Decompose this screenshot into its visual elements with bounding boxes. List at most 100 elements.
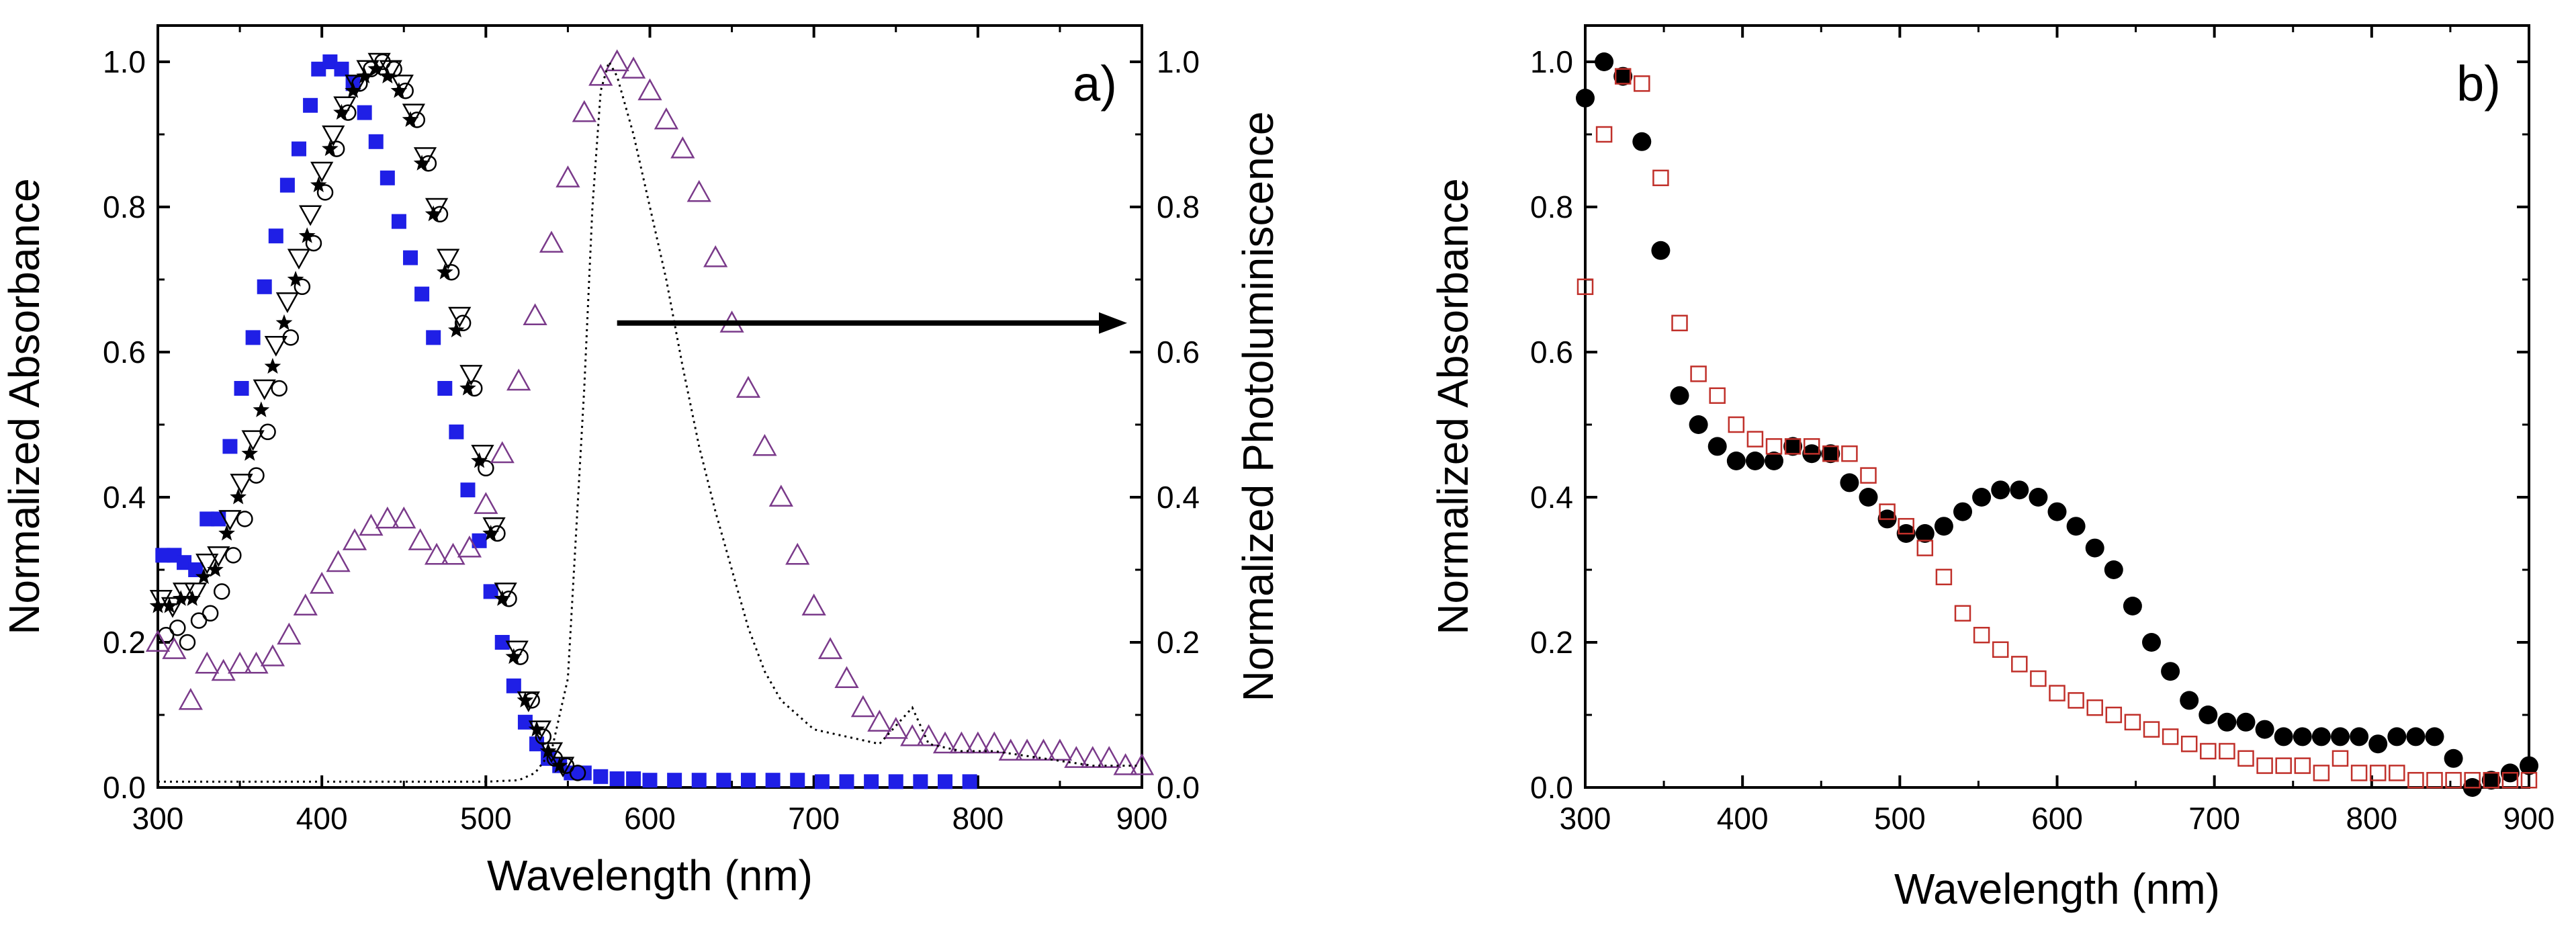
data-point <box>2406 727 2426 746</box>
data-point <box>230 474 253 495</box>
data-point <box>188 562 204 577</box>
data-point <box>368 134 384 149</box>
annotation-arrow-head <box>1099 312 1127 334</box>
data-point <box>380 170 395 185</box>
data-point <box>654 107 679 130</box>
data-point <box>588 64 613 86</box>
data-point <box>2255 720 2274 739</box>
data-point <box>403 250 418 265</box>
data-point <box>177 555 192 570</box>
data-point <box>817 637 843 659</box>
data-point <box>322 54 338 69</box>
data-point <box>379 60 402 81</box>
data-point <box>1746 431 1764 447</box>
data-point <box>2180 691 2199 710</box>
data-point <box>2501 771 2519 789</box>
data-point <box>2123 597 2142 615</box>
x-tick-label: 600 <box>2031 801 2083 836</box>
data-point <box>425 205 442 222</box>
data-point <box>2407 771 2424 789</box>
data-point <box>900 724 925 746</box>
data-point <box>1915 524 1935 543</box>
data-point <box>448 306 472 328</box>
data-point <box>392 506 416 529</box>
data-point <box>172 583 196 603</box>
data-point <box>482 525 499 541</box>
data-point <box>716 773 731 788</box>
data-point <box>207 561 224 577</box>
data-point <box>241 430 265 452</box>
data-point <box>2275 757 2292 774</box>
data-point <box>2350 765 2368 781</box>
data-point <box>2294 757 2311 774</box>
y-tick-label: 0.8 <box>103 189 146 224</box>
data-point <box>271 380 287 397</box>
x-tick-label: 800 <box>952 801 1004 836</box>
data-point <box>2350 727 2369 746</box>
data-point <box>913 774 928 789</box>
data-point <box>1935 568 1953 586</box>
data-point <box>234 381 249 396</box>
y-tick-label: 0.4 <box>1530 480 1573 515</box>
data-point <box>1991 480 2010 500</box>
data-point <box>390 75 414 95</box>
y2-tick-label: 0.8 <box>1157 189 1200 224</box>
data-point <box>424 542 449 565</box>
data-point <box>2029 488 2048 507</box>
data-point <box>1973 626 1990 644</box>
data-point <box>155 548 171 563</box>
panel-label: a) <box>1073 56 1117 112</box>
data-point <box>253 401 270 417</box>
data-point <box>1613 67 1633 86</box>
data-point <box>157 626 175 644</box>
data-point <box>184 583 208 603</box>
data-point <box>202 605 219 622</box>
data-point <box>293 593 318 616</box>
data-point <box>2520 771 2538 789</box>
data-point <box>333 103 350 120</box>
data-point <box>436 263 453 280</box>
data-point <box>593 769 609 784</box>
data-point <box>333 96 357 118</box>
data-point <box>2068 692 2084 709</box>
data-point <box>2217 712 2237 732</box>
x-tick-label: 300 <box>132 801 184 836</box>
data-point <box>768 484 793 507</box>
data-point <box>621 56 646 79</box>
data-point <box>1595 126 1613 143</box>
data-point <box>1972 488 1992 507</box>
x-tick-label: 400 <box>1717 801 1769 836</box>
x-tick-label: 700 <box>2188 801 2240 836</box>
y-tick-label: 0.6 <box>103 335 146 370</box>
data-point <box>2444 748 2463 768</box>
data-point <box>241 445 259 461</box>
data-point <box>311 61 326 77</box>
data-point <box>414 286 430 302</box>
data-point <box>2162 728 2179 745</box>
y-tick-label: 1.0 <box>1530 44 1573 79</box>
data-point <box>449 424 464 439</box>
data-point <box>494 590 511 606</box>
data-point <box>1822 445 1839 462</box>
data-point <box>2389 765 2405 781</box>
data-point <box>1031 738 1056 761</box>
data-point <box>2311 727 2331 746</box>
data-point <box>867 710 892 732</box>
data-point <box>2049 685 2066 701</box>
data-point <box>2066 517 2086 536</box>
data-point <box>257 279 272 294</box>
data-point <box>408 528 433 550</box>
data-point <box>2142 633 2161 652</box>
data-point <box>1803 438 1820 455</box>
data-point <box>1014 738 1040 761</box>
y-axis-title: Normalized Absorbance <box>1429 178 1477 634</box>
data-point <box>294 278 311 296</box>
data-point <box>213 583 230 600</box>
data-point <box>1783 437 1803 456</box>
data-point <box>539 742 557 759</box>
data-point <box>670 136 695 159</box>
data-point <box>342 528 367 550</box>
data-point <box>1652 169 1669 187</box>
data-point <box>260 644 285 667</box>
